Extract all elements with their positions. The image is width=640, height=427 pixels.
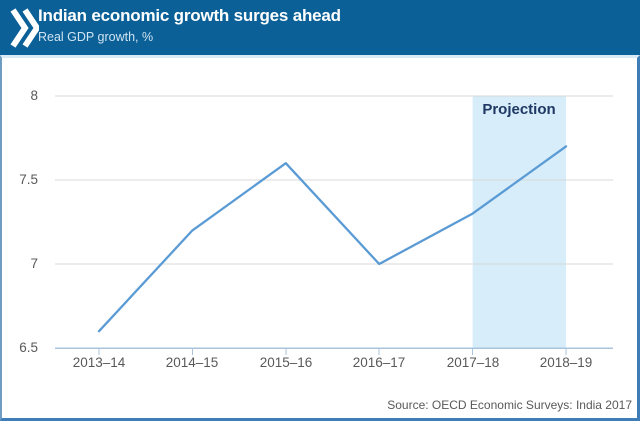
ytick-label: 6.5 <box>19 340 38 355</box>
source-note: Source: OECD Economic Surveys: India 201… <box>387 398 632 412</box>
projection-label: Projection <box>482 101 556 118</box>
chart-header: Indian economic growth surges ahead Real… <box>0 0 640 55</box>
chart-subtitle: Real GDP growth, % <box>38 30 154 44</box>
xtick-label: 2017–18 <box>446 355 500 370</box>
xtick-label: 2018–19 <box>539 355 593 370</box>
ytick-label: 7.5 <box>19 172 38 187</box>
ytick-label: 8 <box>30 88 38 103</box>
xtick-label: 2014–15 <box>165 355 219 370</box>
oecd-double-chevron-icon <box>10 8 39 48</box>
xtick-label: 2013–14 <box>72 355 126 370</box>
ytick-label: 7 <box>30 256 38 271</box>
xtick-label: 2016–17 <box>352 355 406 370</box>
chart-title: Indian economic growth surges ahead <box>38 6 341 25</box>
xtick-label: 2015–16 <box>259 355 313 370</box>
